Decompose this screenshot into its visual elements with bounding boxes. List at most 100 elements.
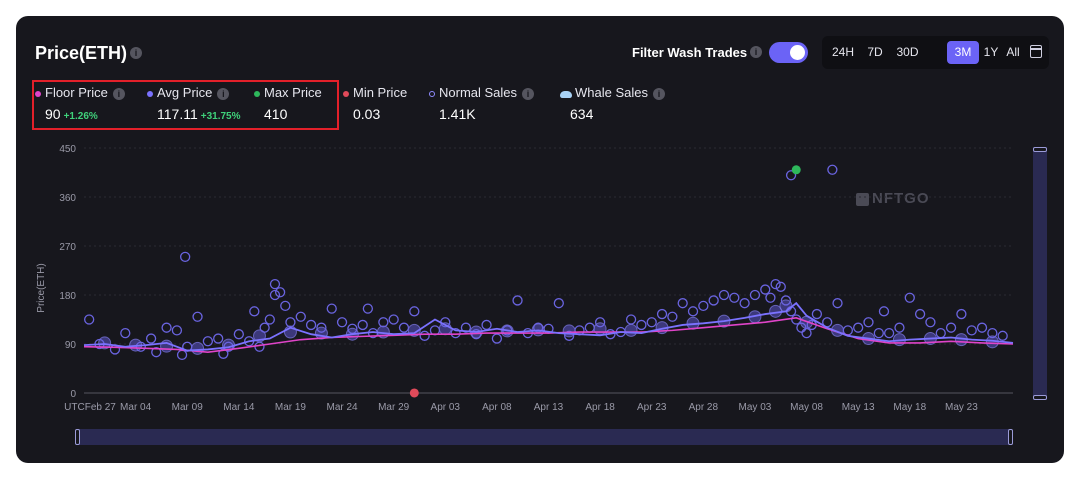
avg-price-label: Avg Price (157, 85, 213, 100)
normal-sale-point (347, 323, 358, 334)
normal-sale-point (878, 306, 890, 317)
normal-sale-point (151, 347, 162, 358)
normal-sale-point (863, 317, 874, 328)
normal-sale-point (775, 281, 786, 292)
x-tick-label: May 23 (945, 402, 978, 413)
avg-info-icon[interactable]: i (217, 87, 230, 100)
floor-price-change: +1.26% (63, 111, 98, 122)
normal-sale-point (785, 170, 797, 181)
floor-price-line (83, 317, 1014, 353)
max-price-point (791, 165, 801, 175)
normal-sale-point (269, 289, 281, 301)
y-tick-label: 0 (70, 389, 76, 400)
highlight-box (32, 80, 339, 130)
whale-sale-point (191, 341, 205, 355)
floor-info-icon[interactable]: i (112, 87, 125, 100)
min-dot-icon (343, 90, 349, 97)
avg-price-value: 117.11 (157, 106, 198, 122)
range-1y-button[interactable]: 1Y (983, 45, 999, 59)
title-info-icon[interactable]: i (130, 47, 142, 59)
range-3m-button[interactable]: 3M (947, 41, 979, 64)
normal-sale-point (698, 300, 709, 312)
normal-sale-point (935, 327, 946, 339)
normal-sale-point (563, 330, 575, 341)
normal-sale-point (419, 330, 430, 341)
vertical-zoom-scrollbar[interactable] (1033, 147, 1047, 400)
x-tick-label: UTCFeb 27 (64, 402, 116, 413)
filter-info-icon[interactable]: i (750, 46, 762, 58)
x-tick-label: Apr 28 (689, 402, 719, 413)
nftgo-logo-icon (856, 192, 869, 206)
range-7d-button[interactable]: 7D (867, 45, 883, 59)
horizontal-zoom-scrollbar[interactable] (75, 429, 1013, 445)
normal-sale-point (976, 322, 988, 333)
normal-info-icon[interactable]: i (522, 87, 535, 100)
avg-price-change: +31.75% (200, 111, 241, 122)
normal-sale-point (249, 306, 260, 317)
zoom-handle-top[interactable] (1033, 147, 1047, 152)
x-tick-label: Apr 08 (482, 402, 512, 413)
normal-sale-point (336, 317, 348, 328)
normal-sale-point (739, 298, 750, 309)
chart-title: Price(ETH) (35, 43, 128, 63)
normal-sale-point (827, 164, 838, 175)
stat-whale-sales: Whale Sales i 634 (560, 85, 665, 122)
zoom-handle-right[interactable] (1008, 429, 1013, 445)
y-tick-label: 450 (59, 144, 76, 155)
normal-sale-point (259, 322, 270, 333)
filter-wash-trades-toggle[interactable] (769, 42, 808, 63)
normal-sale-point (584, 322, 595, 333)
y-tick-label: 180 (59, 291, 76, 302)
filter-wash-trades-label: Filter Wash Trades (632, 45, 748, 60)
normal-sale-point (280, 300, 291, 312)
normal-sale-point (832, 298, 843, 309)
normal-sale-point (765, 292, 776, 303)
normal-sale-point (176, 349, 188, 361)
stat-min-price: Min Price 0.03 (343, 85, 407, 122)
normal-sale-point (450, 327, 461, 339)
whale-info-icon[interactable]: i (652, 87, 665, 100)
normal-sale-point (171, 325, 183, 336)
x-tick-label: Apr 23 (637, 402, 667, 413)
normal-sale-point (796, 322, 807, 333)
price-chart-card: Price(ETH) i Filter Wash Trades i 24H 7D… (16, 16, 1064, 463)
price-scatter-chart: 0 90 180 270 360 450 UTCFeb 27 Mar 04 Mar 09 Mar… (36, 144, 1014, 413)
normal-sale-point (218, 348, 229, 359)
normal-sale-point (357, 319, 368, 331)
x-tick-label: Mar 04 (120, 402, 152, 413)
normal-sale-point (760, 284, 771, 295)
normal-sale-point (460, 322, 472, 333)
x-tick-label: May 08 (790, 402, 823, 413)
range-24h-button[interactable]: 24H (831, 45, 854, 59)
y-tick-label: 270 (59, 242, 76, 253)
normal-sale-point (718, 289, 730, 301)
toggle-knob (790, 45, 805, 60)
normal-sale-point (687, 306, 699, 317)
x-tick-label: Mar 29 (378, 402, 410, 413)
normal-sale-point (233, 329, 244, 340)
calendar-icon[interactable] (1030, 45, 1042, 58)
zoom-handle-left[interactable] (75, 429, 80, 445)
whale-sale-point (624, 323, 638, 337)
normal-sale-point (192, 311, 203, 322)
floor-dot-icon (35, 90, 41, 97)
floor-price-label: Floor Price (45, 85, 108, 100)
normal-sale-point (625, 314, 637, 325)
normal-ring-icon (429, 90, 435, 97)
x-tick-label: Apr 18 (585, 402, 615, 413)
range-30d-button[interactable]: 30D (896, 45, 919, 59)
normal-sale-point (914, 308, 926, 320)
range-all-button[interactable]: All (1006, 45, 1020, 59)
zoom-handle-bottom[interactable] (1033, 395, 1047, 400)
normal-sale-point (987, 327, 998, 339)
normal-sale-point (378, 317, 389, 328)
normal-sale-point (161, 322, 172, 333)
normal-sale-point (180, 251, 191, 263)
normal-sale-point (512, 295, 523, 306)
normal-sales-value: 1.41K (439, 106, 476, 122)
max-price-label: Max Price (264, 85, 322, 100)
whale-sales-value: 634 (570, 106, 594, 122)
normal-sale-point (269, 278, 281, 290)
normal-sale-point (853, 322, 864, 333)
avg-price-line (83, 301, 1014, 352)
